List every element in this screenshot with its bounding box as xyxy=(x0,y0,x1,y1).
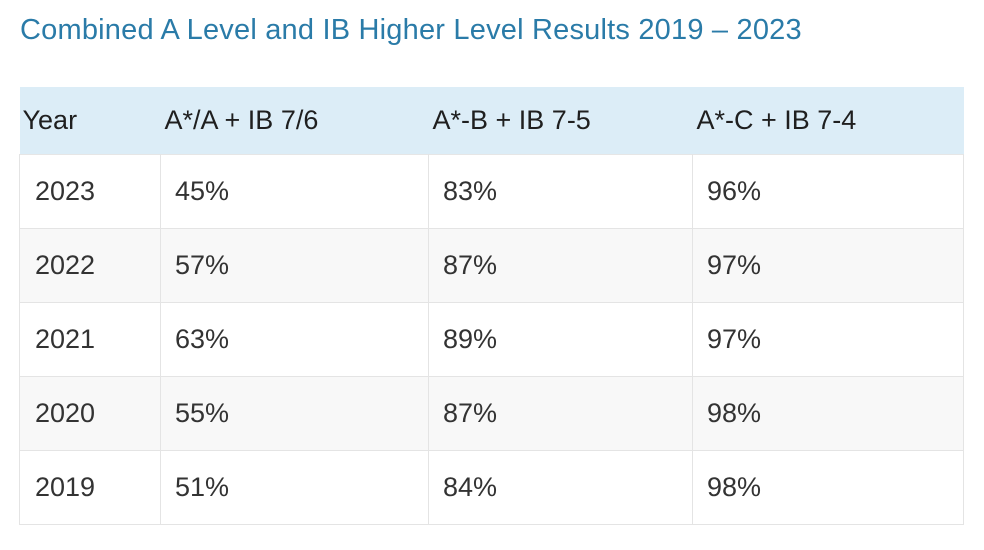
cell-year: 2023 xyxy=(19,154,161,229)
cell-astar-b: 87% xyxy=(428,376,693,451)
header-astar-c-ib-7-4: A*-C + IB 7-4 xyxy=(692,87,964,155)
cell-astar-b: 89% xyxy=(428,302,693,377)
cell-astar-b: 83% xyxy=(428,154,693,229)
cell-astar-c: 97% xyxy=(692,302,964,377)
page-title: Combined A Level and IB Higher Level Res… xyxy=(20,14,802,46)
cell-year: 2019 xyxy=(19,450,161,525)
cell-year: 2020 xyxy=(19,376,161,451)
cell-astar-a: 57% xyxy=(160,228,429,303)
cell-astar-a: 45% xyxy=(160,154,429,229)
table-row: 2020 55% 87% 98% xyxy=(19,376,964,451)
cell-astar-c: 98% xyxy=(692,450,964,525)
header-year: Year xyxy=(19,87,161,155)
table-row: 2022 57% 87% 97% xyxy=(19,228,964,303)
header-astar-b-ib-7-5: A*-B + IB 7-5 xyxy=(428,87,693,155)
header-row: Year A*/A + IB 7/6 A*-B + IB 7-5 A*-C + … xyxy=(19,87,964,155)
cell-year: 2021 xyxy=(19,302,161,377)
cell-astar-a: 51% xyxy=(160,450,429,525)
table-body: 2023 45% 83% 96% 2022 57% 87% 97% 2021 6… xyxy=(19,154,964,525)
cell-year: 2022 xyxy=(19,228,161,303)
table-row: 2023 45% 83% 96% xyxy=(19,154,964,229)
cell-astar-c: 96% xyxy=(692,154,964,229)
header-astar-a-ib-7-6: A*/A + IB 7/6 xyxy=(160,87,429,155)
cell-astar-b: 84% xyxy=(428,450,693,525)
cell-astar-c: 97% xyxy=(692,228,964,303)
cell-astar-b: 87% xyxy=(428,228,693,303)
cell-astar-c: 98% xyxy=(692,376,964,451)
results-table: Year A*/A + IB 7/6 A*-B + IB 7-5 A*-C + … xyxy=(19,87,964,525)
cell-astar-a: 63% xyxy=(160,302,429,377)
table-row: 2019 51% 84% 98% xyxy=(19,450,964,525)
cell-astar-a: 55% xyxy=(160,376,429,451)
table-row: 2021 63% 89% 97% xyxy=(19,302,964,377)
table-header: Year A*/A + IB 7/6 A*-B + IB 7-5 A*-C + … xyxy=(19,87,964,155)
